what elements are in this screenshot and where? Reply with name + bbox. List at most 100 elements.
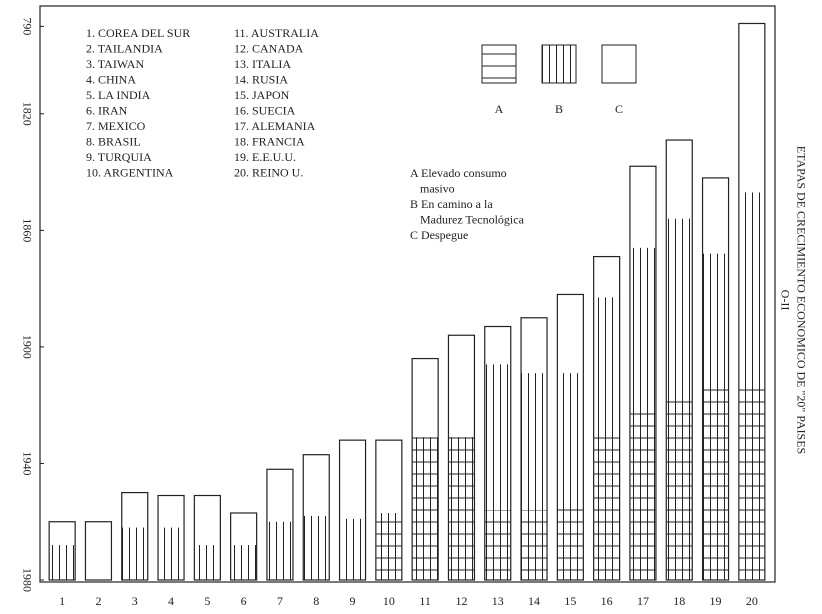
x-tick-label: 7 (277, 594, 283, 608)
stage-c-bar (193, 494, 221, 581)
x-tick-label: 20 (746, 594, 758, 608)
x-tick-label: 13 (492, 594, 504, 608)
x-tick-label: 8 (313, 594, 319, 608)
x-tick-label: 11 (419, 594, 431, 608)
stage-a (557, 501, 584, 580)
stage-a (629, 405, 656, 580)
y-tick-label: 1860 (20, 218, 34, 242)
y-tick-label: 1940 (20, 451, 34, 475)
x-tick-label: 18 (673, 594, 685, 608)
stage-a (666, 390, 693, 580)
country-label: 10. ARGENTINA (86, 165, 174, 179)
stage-c-bar (701, 177, 730, 581)
stage-b (49, 545, 76, 580)
plot-frame (39, 5, 776, 583)
stage-b (339, 518, 366, 580)
stage-c-bar (738, 22, 766, 581)
y-tick-label: 1980 (20, 568, 34, 592)
stage-c-bar (266, 468, 294, 581)
stage-a (521, 510, 548, 580)
country-label: 15. JAPON (234, 88, 290, 102)
country-label: 1. COREA DEL SUR (86, 26, 190, 40)
legend-swatch (481, 44, 517, 84)
y-tick-label: 1900 (20, 335, 34, 359)
legend-label: B (555, 102, 563, 116)
country-label: 16. SUECIA (234, 103, 296, 117)
legend-description: masivo (420, 181, 455, 195)
stage-a (702, 378, 729, 580)
chart-title: ETAPAS DE CRECIMIENTO ECONOMICO DE "20" … (794, 146, 808, 454)
country-label: 2. TAILANDIA (86, 41, 163, 55)
stage-c-bar (629, 165, 657, 581)
stage-b (303, 515, 330, 580)
stage-a (484, 510, 511, 580)
country-label: 13. ITALIA (234, 57, 291, 71)
stage-c-bar (411, 357, 439, 581)
country-label: 9. TURQUIA (86, 150, 152, 164)
x-tick-label: 6 (241, 594, 247, 608)
country-label: 20. REINO U. (234, 165, 303, 179)
x-tick-label: 14 (528, 594, 540, 608)
stage-a (738, 381, 765, 580)
x-tick-label: 4 (168, 594, 174, 608)
country-label: 7. MEXICO (86, 119, 146, 133)
country-label: 17. ALEMANIA (234, 119, 316, 133)
x-tick-label: 19 (710, 594, 722, 608)
stage-b (121, 527, 148, 580)
x-tick-label: 1 (59, 594, 65, 608)
country-label: 6. IRAN (86, 103, 128, 117)
country-label: 8. BRASIL (86, 134, 141, 148)
stage-c-bar (520, 317, 548, 581)
legend-description: A Elevado consumo (410, 166, 507, 180)
country-label: 5. LA INDIA (86, 88, 151, 102)
stage-c-bar (84, 521, 113, 581)
stage-c-bar (556, 293, 584, 581)
stage-b (194, 545, 221, 580)
stage-c-bar (665, 139, 693, 581)
legend-description: B En camino a la (410, 197, 493, 211)
stage-c-bar (375, 439, 403, 581)
stage-a (412, 437, 439, 580)
stage-a (593, 428, 620, 580)
stage-c-bar (593, 255, 621, 581)
stage-c-bar (48, 521, 76, 581)
x-tick-label: 9 (350, 594, 356, 608)
x-tick-label: 10 (383, 594, 395, 608)
x-tick-label: 16 (601, 594, 613, 608)
legend-swatch (601, 44, 637, 84)
stage-b (158, 527, 185, 580)
country-label: 18. FRANCIA (234, 134, 305, 148)
x-tick-label: 15 (564, 594, 576, 608)
stage-c-bar (302, 454, 330, 581)
stage-a (375, 512, 402, 580)
stage-c-bar (230, 512, 258, 581)
y-tick-label: 790 (20, 17, 34, 35)
legend-label: A (495, 102, 504, 116)
stage-b (266, 521, 293, 580)
stage-c-bar (157, 494, 185, 581)
legend-description: Madurez Tecnológica (420, 212, 525, 226)
stage-b (230, 545, 257, 580)
country-label: 3. TAIWAN (86, 57, 144, 71)
stage-c-bar (338, 439, 367, 581)
x-tick-label: 12 (455, 594, 467, 608)
stage-c-bar (447, 334, 476, 581)
x-tick-label: 3 (132, 594, 138, 608)
country-label: 11. AUSTRALIA (234, 26, 319, 40)
x-tick-label: 5 (204, 594, 210, 608)
chart-subtitle: O-II (778, 290, 792, 311)
legend-description: C Despegue (410, 228, 468, 242)
legend-swatch (541, 44, 577, 84)
stage-a (448, 437, 475, 580)
country-label: 19. E.E.U.U. (234, 150, 296, 164)
y-tick-label: 1820 (20, 102, 34, 126)
country-label: 4. CHINA (86, 72, 136, 86)
x-tick-label: 17 (637, 594, 649, 608)
country-label: 12. CANADA (234, 41, 304, 55)
stage-c-bar (484, 325, 512, 581)
country-label: 14. RUSIA (234, 72, 288, 86)
x-tick-label: 2 (95, 594, 101, 608)
stage-c-bar (121, 491, 149, 581)
legend-label: C (615, 102, 623, 116)
